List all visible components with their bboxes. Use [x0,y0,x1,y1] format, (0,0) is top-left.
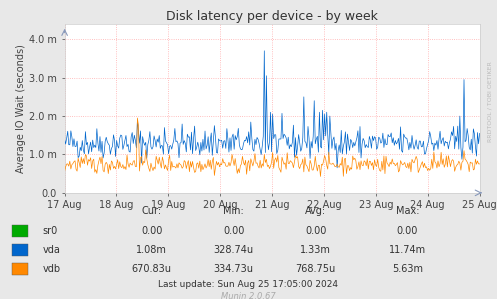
Text: vdb: vdb [42,264,60,274]
Text: Munin 2.0.67: Munin 2.0.67 [221,292,276,299]
Text: 0.00: 0.00 [305,226,327,236]
Text: 5.63m: 5.63m [392,264,423,274]
Text: 0.00: 0.00 [397,226,418,236]
Text: 1.33m: 1.33m [300,245,331,255]
Text: sr0: sr0 [42,226,58,236]
Text: 334.73u: 334.73u [214,264,253,274]
Text: Min:: Min: [223,206,244,216]
Text: 0.00: 0.00 [223,226,245,236]
Text: 0.00: 0.00 [141,226,163,236]
Text: Last update: Sun Aug 25 17:05:00 2024: Last update: Sun Aug 25 17:05:00 2024 [159,280,338,289]
Text: 670.83u: 670.83u [132,264,171,274]
Text: 11.74m: 11.74m [389,245,426,255]
Y-axis label: Average IO Wait (seconds): Average IO Wait (seconds) [16,44,26,173]
Text: Avg:: Avg: [305,206,326,216]
Text: vda: vda [42,245,60,255]
Text: 1.08m: 1.08m [136,245,167,255]
Text: Cur:: Cur: [142,206,162,216]
Text: Max:: Max: [396,206,419,216]
Title: Disk latency per device - by week: Disk latency per device - by week [166,10,378,23]
Text: 328.74u: 328.74u [214,245,253,255]
Text: RRDTOOL / TOBI OETIKER: RRDTOOL / TOBI OETIKER [487,61,492,142]
Text: 768.75u: 768.75u [296,264,335,274]
